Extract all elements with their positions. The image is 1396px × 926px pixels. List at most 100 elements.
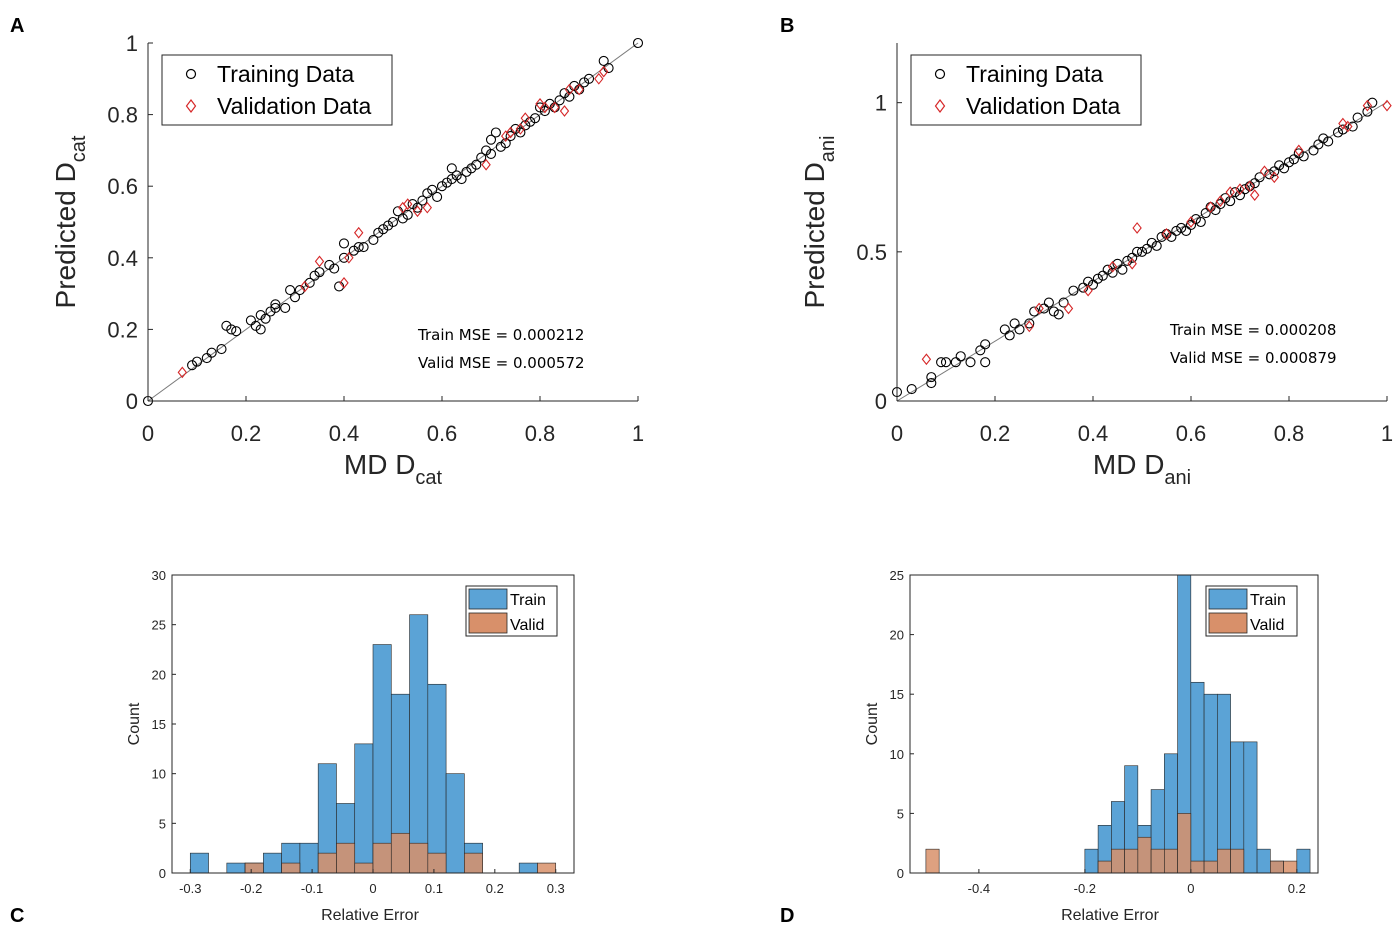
chart-a-train-point: [485, 148, 497, 160]
chart-d-legend-valid-swatch: [1208, 612, 1248, 634]
chart-a-train-point: [294, 284, 305, 296]
chart-b-valid-point: [1245, 180, 1255, 193]
chart-b-train-point: [1127, 252, 1138, 263]
chart-d-xtick-label: -0.4: [968, 881, 990, 896]
chart-b-valid-point: [1338, 117, 1348, 130]
chart-c-bars: [189, 614, 557, 874]
chart-a-train-point: [500, 138, 511, 149]
chart-b-train-point: [1014, 324, 1025, 335]
chart-c-train-bar: [189, 852, 209, 874]
chart-c-train-bar: [445, 773, 465, 874]
chart-b-y-label-sub: ani: [817, 136, 839, 163]
chart-d-xtick-label: 0: [1187, 881, 1194, 896]
chart-a-train-point: [446, 163, 457, 174]
chart-b-train-point: [1092, 273, 1103, 284]
chart-a-valid-point: [481, 158, 491, 171]
chart-c-valid-bar: [409, 842, 429, 874]
chart-c-ticks: -0.3 -0.2 -0.1 0 0.1 0.2 0.3 0 5 10 15 20 25 30: [152, 568, 565, 896]
chart-c-valid-bar: [354, 862, 374, 874]
chart-b-train-point: [975, 345, 986, 356]
chart-b-x-label-sub: ani: [1164, 467, 1191, 489]
chart-b-train-point: [1283, 157, 1295, 168]
chart-d-ytick-label: 15: [890, 687, 904, 702]
chart-c-xtick-label: -0.2: [240, 881, 262, 896]
chart-b-valid-point: [1362, 99, 1373, 112]
chart-a-train-point: [280, 302, 291, 313]
chart-b-train-point: [1176, 222, 1187, 234]
chart-a-xtick-label: 0: [142, 421, 154, 446]
chart-a-ytick-label: 0.6: [107, 174, 138, 199]
chart-a-valid-point: [515, 123, 526, 135]
chart-a-train-mse: Train MSE = 0.000212: [417, 326, 584, 344]
chart-a-train-point: [485, 134, 497, 145]
chart-d-x-label: Relative Error: [1061, 907, 1159, 924]
chart-d-ytick-label: 0: [897, 866, 904, 881]
chart-d-xtick-label: -0.2: [1074, 881, 1096, 896]
chart-b-train-point: [1298, 151, 1309, 162]
panel-label-a: A: [10, 15, 24, 37]
chart-d-valid-bar: [925, 848, 940, 874]
chart-c-xtick-label: 0.2: [486, 881, 504, 896]
chart-b-train-point: [1279, 163, 1290, 174]
chart-a-valid-point: [314, 255, 325, 268]
chart-d-train-bar: [1256, 848, 1271, 874]
chart-b-legend-valid: Validation Data: [966, 93, 1120, 119]
chart-a-valid-point: [344, 251, 354, 264]
chart-c-ytick-label: 0: [159, 866, 166, 881]
chart-a-x-label: MD Dcat: [344, 449, 443, 489]
panel-label-c: C: [10, 905, 24, 926]
chart-a-valid-point: [402, 198, 413, 210]
panel-label-b: B: [780, 15, 794, 37]
chart-b-xtick-label: 0.4: [1078, 421, 1109, 446]
chart-a-y-label-main: Predicted D: [50, 162, 81, 308]
chart-b-ytick-label: 0: [875, 389, 887, 414]
chart-b-train-point: [1078, 282, 1089, 293]
chart-c-train-bar: [226, 862, 246, 874]
chart-b-legend-train-marker: [934, 68, 946, 80]
chart-b-train-point: [1004, 330, 1015, 341]
chart-d-bars: [925, 574, 1311, 874]
chart-c-train-bar: [263, 852, 282, 874]
chart-c-legend-valid-swatch: [468, 612, 508, 634]
chart-d-train-bar: [1190, 681, 1205, 874]
chart-b-valid-point: [1294, 144, 1304, 157]
chart-b-train-point: [1038, 303, 1050, 314]
chart-b-xtick-label: 0.2: [980, 421, 1011, 446]
chart-a-ytick-label: 0.2: [107, 317, 138, 342]
chart-a-train-point: [260, 313, 271, 324]
chart-d-valid-bar: [1230, 848, 1245, 874]
chart-a-train-point: [338, 238, 350, 249]
chart-d-train-bar: [1243, 741, 1258, 874]
chart-b-train-point: [1156, 231, 1167, 242]
chart-b-train-point: [1308, 145, 1319, 156]
chart-c-train-bar: [518, 862, 538, 874]
chart-a-valid-mse: Valid MSE = 0.000572: [418, 354, 585, 372]
chart-d-legend-train-swatch: [1208, 588, 1248, 610]
chart-b: 0 0.2 0.4 0.6 0.8 100.51 MD Dani Predicted Da…: [799, 43, 1393, 489]
chart-b-y-label-main: Predicted D: [799, 162, 830, 308]
chart-b-xtick-label: 0.8: [1274, 421, 1305, 446]
chart-c: -0.3 -0.2 -0.1 0 0.1 0.2 0.3 0 5 10 15 20 25 30 Relat…: [126, 568, 575, 924]
chart-a-train-point: [387, 216, 399, 228]
chart-a-valid-point: [535, 97, 545, 110]
chart-a-train-point: [231, 326, 242, 337]
chart-b-train-point: [1234, 190, 1246, 201]
chart-b-valid-mse: Valid MSE = 0.000879: [1170, 349, 1337, 367]
chart-c-xtick-label: -0.1: [301, 881, 323, 896]
chart-a-train-point: [432, 191, 443, 202]
chart-c-ytick-label: 25: [152, 618, 166, 633]
chart-b-train-point: [1323, 136, 1334, 147]
chart-a-train-point: [515, 127, 526, 138]
chart-a-train-point: [632, 37, 644, 49]
chart-b-train-point: [1024, 318, 1035, 329]
chart-a-valid-point: [594, 72, 604, 85]
chart-b-valid-point: [1259, 165, 1270, 178]
chart-b-xtick-label: 0.6: [1176, 421, 1207, 446]
chart-b-train-point: [1141, 243, 1152, 254]
chart-a-legend-valid-marker: [185, 99, 197, 113]
chart-b-valid-point: [1063, 302, 1074, 315]
chart-b-train-point: [1347, 121, 1358, 132]
chart-b-train-point: [1220, 193, 1231, 204]
chart-a-legend: Training Data Validation Data: [161, 54, 393, 126]
chart-a-y-label-sub: cat: [68, 135, 90, 162]
